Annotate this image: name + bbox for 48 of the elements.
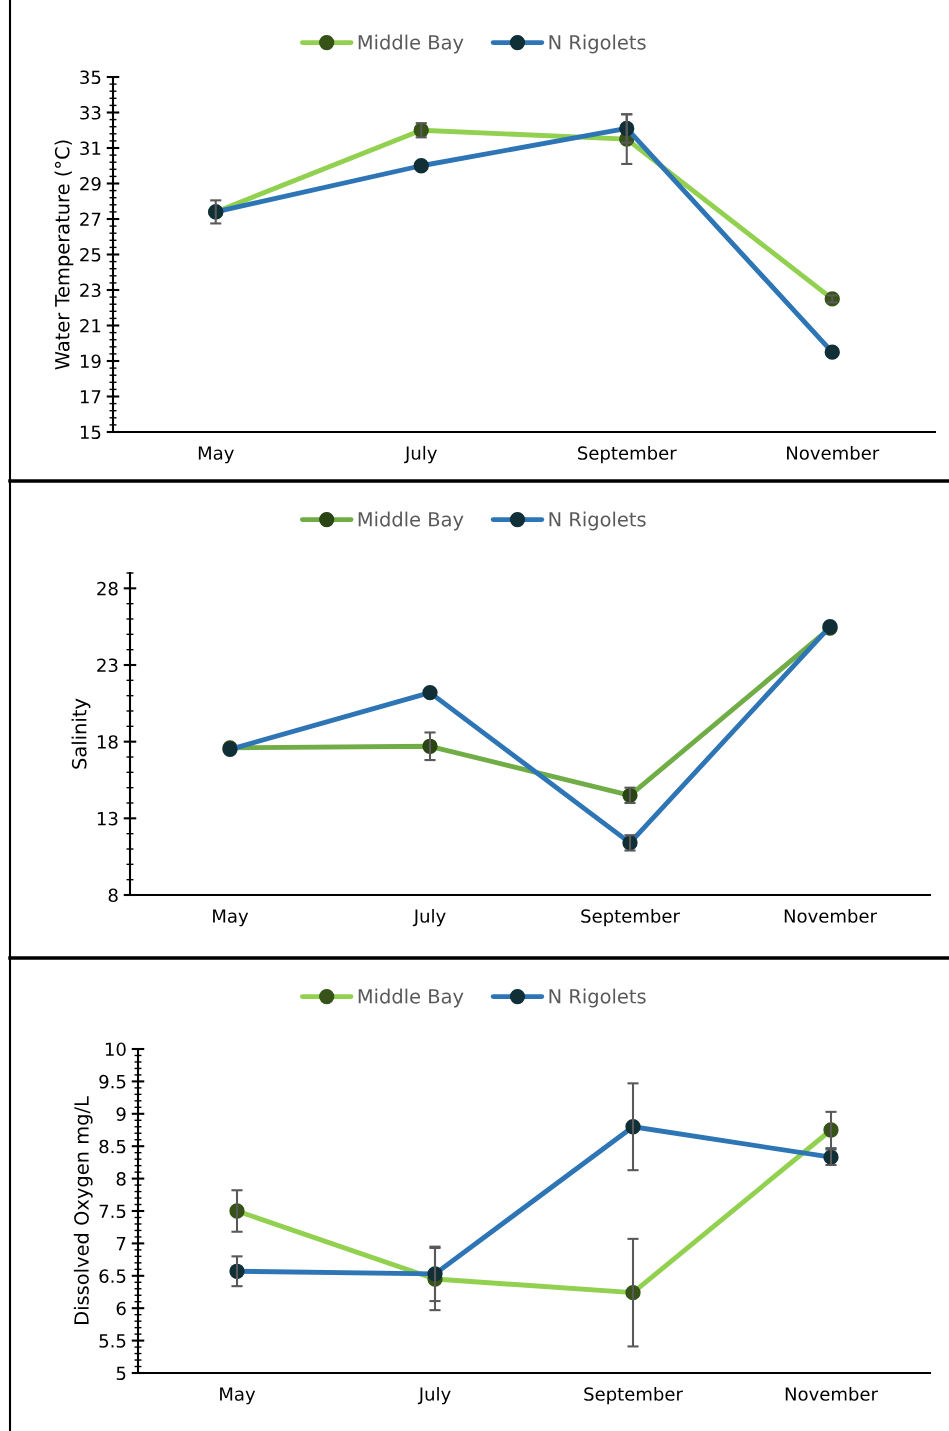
y-tick-label: 35 <box>80 70 101 85</box>
y-tick-label: 5.5 <box>99 1334 126 1348</box>
y-tick-label: 7.5 <box>99 1204 126 1219</box>
y-tick-label: 28 <box>97 581 118 596</box>
x-tick-label: May <box>220 1387 256 1405</box>
legend-label: N Rigolets <box>549 34 646 54</box>
y-tick-label: 19 <box>80 354 101 369</box>
legend-label: Middle Bay <box>358 511 464 531</box>
y-tick-label: 6 <box>116 1301 126 1316</box>
legend-label: N Rigolets <box>549 511 646 531</box>
x-tick-label: May <box>213 909 249 927</box>
x-tick-label: November <box>787 445 880 460</box>
y-tick-label: 8.5 <box>99 1139 126 1154</box>
legend-label: N Rigolets <box>549 988 646 1008</box>
x-tick-label: November <box>784 908 877 923</box>
y-tick-label: 5 <box>116 1366 126 1381</box>
x-tick-label: September <box>584 1386 683 1405</box>
y-tick-label: 10 <box>105 1042 126 1057</box>
x-tick-label: July <box>404 445 437 464</box>
y-tick-label: 31 <box>80 141 101 156</box>
y-tick-label: 13 <box>97 811 118 826</box>
y-tick-label: 9 <box>116 1107 126 1121</box>
y-tick-label: 27 <box>80 212 101 226</box>
x-tick-label: September <box>578 445 677 464</box>
y-tick-label: 23 <box>80 283 101 298</box>
y-tick-label: 9.5 <box>99 1074 126 1089</box>
y-tick-label: 23 <box>97 658 118 673</box>
legend-label: Middle Bay <box>358 34 464 54</box>
x-tick-label: September <box>581 908 680 927</box>
y-axis-title: Salinity <box>71 698 91 769</box>
y-tick-label: 6.5 <box>99 1269 126 1283</box>
y-axis-title: Dissolved Oxygen mg/L <box>73 1096 93 1324</box>
x-tick-label: July <box>417 1386 451 1405</box>
y-tick-label: 15 <box>80 425 101 440</box>
legend-label: Middle Bay <box>358 988 464 1008</box>
y-tick-label: 33 <box>80 105 101 120</box>
x-tick-label: July <box>412 908 446 927</box>
y-tick-label: 25 <box>80 247 101 262</box>
y-tick-label: 8 <box>108 888 118 903</box>
x-tick-label: May <box>198 446 234 464</box>
y-tick-label: 17 <box>80 390 101 404</box>
x-tick-label: November <box>785 1386 878 1401</box>
y-tick-label: 21 <box>80 318 101 333</box>
y-tick-label: 18 <box>97 735 118 749</box>
y-tick-label: 7 <box>116 1237 126 1251</box>
y-axis-title: Water Temperature (°C) <box>54 140 74 370</box>
y-tick-label: 8 <box>116 1172 126 1186</box>
y-tick-label: 29 <box>80 176 101 191</box>
